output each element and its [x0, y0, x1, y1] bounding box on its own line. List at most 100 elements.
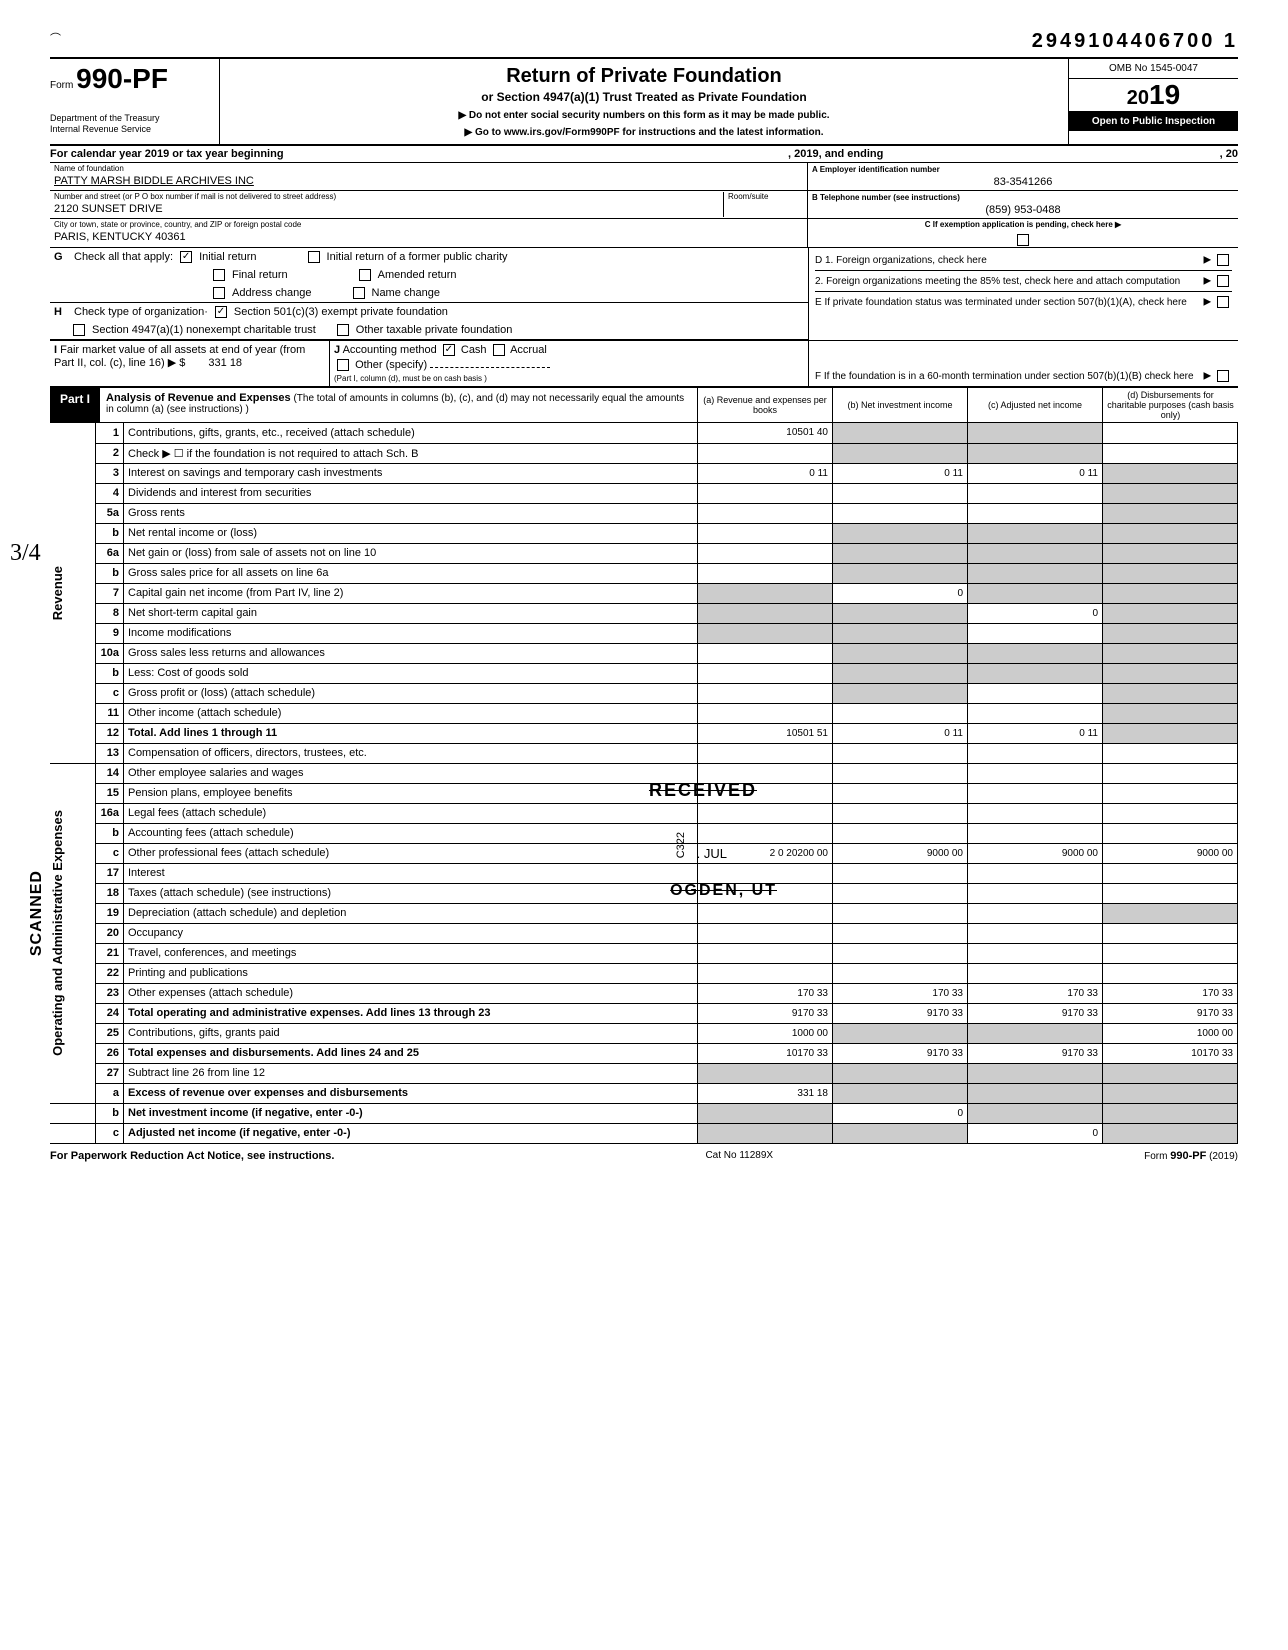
d2-checkbox[interactable] — [1217, 275, 1229, 287]
row-label: Net rental income or (loss) — [124, 523, 698, 543]
row-label: Gross rents — [124, 503, 698, 523]
cell: 10170 33 — [698, 1043, 833, 1063]
row-label: Interest on savings and temporary cash i… — [124, 463, 698, 483]
row-label: Pension plans, employee benefits — [128, 787, 293, 799]
d1-checkbox[interactable] — [1217, 254, 1229, 266]
j-note: (Part I, column (d), must be on cash bas… — [334, 374, 804, 383]
4947-checkbox[interactable] — [73, 324, 85, 336]
d2-label: 2. Foreign organizations meeting the 85%… — [815, 276, 1180, 287]
h-501: Section 501(c)(3) exempt private foundat… — [234, 306, 448, 318]
row-num: 16a — [96, 803, 124, 823]
seal-placeholder: ⌒ — [50, 30, 110, 46]
cell: 0 11 — [833, 723, 968, 743]
f-label: F If the foundation is in a 60-month ter… — [815, 371, 1194, 382]
row-label: Adjusted net income (if negative, enter … — [124, 1123, 698, 1143]
expenses-vlabel: Operating and Administrative Expenses — [50, 810, 65, 1056]
g-label: Check all that apply: — [74, 251, 173, 263]
e-checkbox[interactable] — [1217, 296, 1229, 308]
cell: 170 33 — [1103, 983, 1238, 1003]
row-label: Gross sales price for all assets on line… — [124, 563, 698, 583]
row-label: Other expenses (attach schedule) — [124, 983, 698, 1003]
cell: 9170 33 — [833, 1043, 968, 1063]
501c3-checkbox[interactable] — [215, 306, 227, 318]
part1-header: Part I Analysis of Revenue and Expenses … — [50, 387, 1238, 423]
row-num: b — [96, 663, 124, 683]
handwritten-margin: 3/4 — [10, 540, 41, 567]
cell: 9170 33 — [833, 1003, 968, 1023]
address-change-checkbox[interactable] — [213, 287, 225, 299]
h-4947: Section 4947(a)(1) nonexempt charitable … — [92, 324, 316, 336]
g-final: Final return — [232, 269, 288, 281]
form-note-url: ▶ Go to www.irs.gov/Form990PF for instru… — [230, 127, 1058, 138]
initial-former-checkbox[interactable] — [308, 251, 320, 263]
final-return-checkbox[interactable] — [213, 269, 225, 281]
row-label: Other professional fees (attach schedule… — [128, 847, 329, 859]
cell: 1000 00 — [698, 1023, 833, 1043]
cell: 10170 33 — [1103, 1043, 1238, 1063]
letter-g: G — [54, 251, 70, 263]
address-label: Number and street (or P O box number if … — [54, 192, 723, 201]
row-num: a — [96, 1083, 124, 1103]
page-footer: For Paperwork Reduction Act Notice, see … — [50, 1150, 1238, 1162]
cell: 170 33 — [833, 983, 968, 1003]
letter-h: H — [54, 306, 70, 318]
amended-checkbox[interactable] — [359, 269, 371, 281]
row-num: 1 — [96, 423, 124, 443]
cell: 9000 00 — [1103, 843, 1238, 863]
accrual-checkbox[interactable] — [493, 344, 505, 356]
row-num: 19 — [96, 903, 124, 923]
row-num: 20 — [96, 923, 124, 943]
scanned-stamp: SCANNED — [28, 870, 46, 956]
footer-left: For Paperwork Reduction Act Notice, see … — [50, 1150, 334, 1162]
other-taxable-checkbox[interactable] — [337, 324, 349, 336]
row-label: Total operating and administrative expen… — [124, 1003, 698, 1023]
row-label: Net gain or (loss) from sale of assets n… — [124, 543, 698, 563]
row-label: Total. Add lines 1 through 11 — [124, 723, 698, 743]
row-num: 21 — [96, 943, 124, 963]
cell: 0 11 — [833, 463, 968, 483]
other-method-checkbox[interactable] — [337, 359, 349, 371]
row-label: Net investment income (if negative, ente… — [124, 1103, 698, 1123]
row-label: Subtract line 26 from line 12 — [124, 1063, 698, 1083]
j-label: Accounting method — [343, 344, 437, 356]
initial-return-checkbox[interactable] — [180, 251, 192, 263]
row-label: Printing and publications — [124, 963, 698, 983]
cal-begin: For calendar year 2019 or tax year begin… — [50, 148, 788, 160]
row-label: Other income (attach schedule) — [124, 703, 698, 723]
name-change-checkbox[interactable] — [353, 287, 365, 299]
row-num: b — [96, 523, 124, 543]
col-c-header: (c) Adjusted net income — [968, 388, 1103, 422]
cell: 170 33 — [698, 983, 833, 1003]
cell: 331 18 — [698, 1083, 833, 1103]
cash-checkbox[interactable] — [443, 344, 455, 356]
f-checkbox[interactable] — [1217, 370, 1229, 382]
row-num: 5a — [96, 503, 124, 523]
row-num: 24 — [96, 1003, 124, 1023]
footer-mid: Cat No 11289X — [705, 1150, 773, 1162]
j-accrual: Accrual — [510, 344, 547, 356]
row-label: Contributions, gifts, grants, etc., rece… — [124, 423, 698, 443]
form-title: Return of Private Foundation — [230, 65, 1058, 88]
i-value: 331 18 — [208, 357, 242, 369]
form-number: 990-PF — [76, 63, 168, 94]
j-other: Other (specify) — [355, 359, 427, 371]
c-checkbox[interactable] — [1017, 234, 1029, 246]
part1-title: Analysis of Revenue and Expenses — [106, 392, 291, 404]
ein-label: A Employer identification number — [812, 165, 1234, 174]
form-header: Form 990-PF Department of the Treasury I… — [50, 57, 1238, 146]
e-label: E If private foundation status was termi… — [815, 297, 1187, 308]
row-label: Gross sales less returns and allowances — [124, 643, 698, 663]
row-label: Taxes (attach schedule) (see instruction… — [128, 887, 331, 899]
cal-mid: , 2019, and ending — [788, 148, 1068, 160]
row-label: Total expenses and disbursements. Add li… — [124, 1043, 698, 1063]
col-b-header: (b) Net investment income — [833, 388, 968, 422]
jul-stamp: . JUL — [697, 846, 727, 861]
revenue-expenses-table: Revenue 1Contributions, gifts, grants, e… — [50, 423, 1238, 1144]
cell: 0 — [833, 583, 968, 603]
cell: 170 33 — [968, 983, 1103, 1003]
row-num: 27 — [96, 1063, 124, 1083]
row-num: 11 — [96, 703, 124, 723]
h-label: Check type of organization· — [74, 306, 208, 318]
col-a-header: (a) Revenue and expenses per books — [698, 388, 833, 422]
cell: 9170 33 — [1103, 1003, 1238, 1023]
